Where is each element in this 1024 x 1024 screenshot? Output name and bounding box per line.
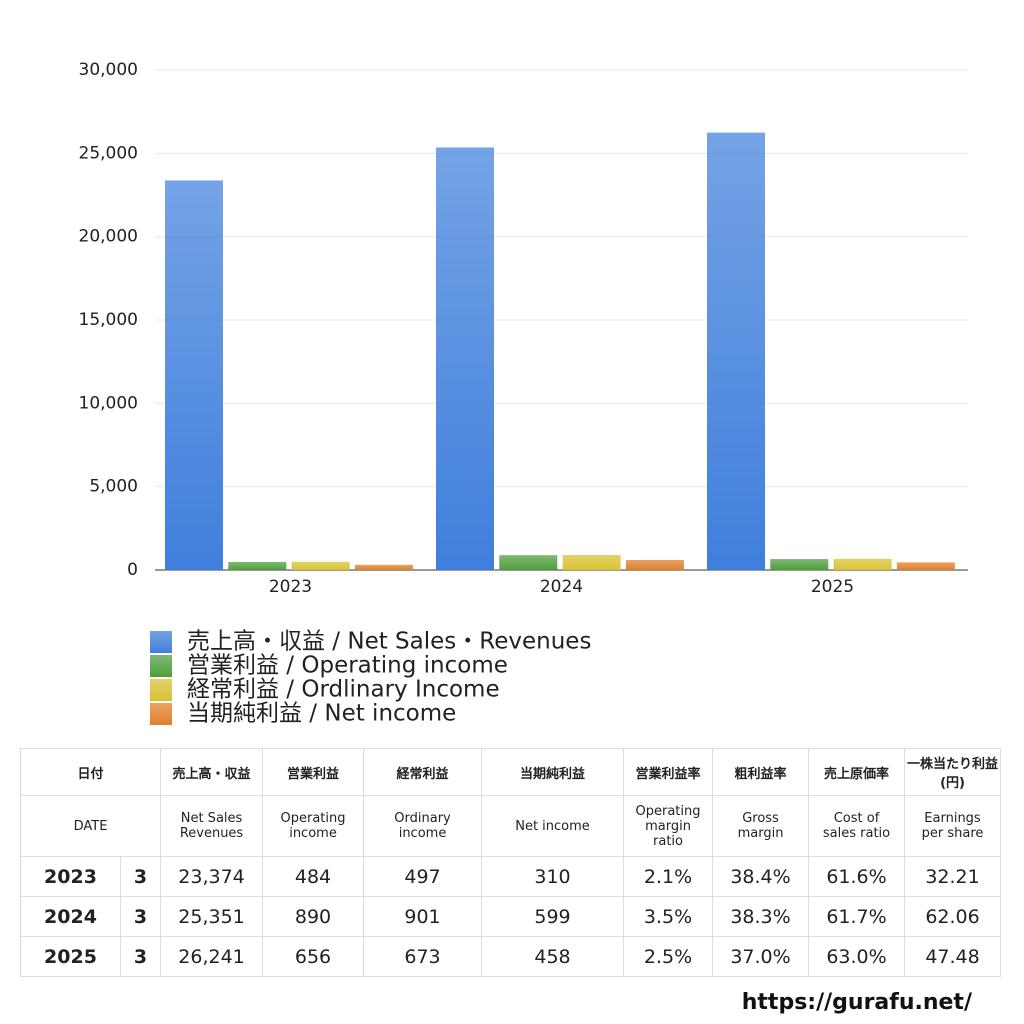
table-cell: Net income — [481, 795, 625, 857]
table-cell: 2025 — [20, 936, 121, 977]
table-cell: 2024 — [20, 896, 121, 937]
table-cell: 47.48 — [904, 936, 1002, 977]
table-cell: 一株当たり利益 (円) — [904, 748, 1002, 796]
table-cell: 890 — [262, 896, 365, 937]
y-tick-label: 25,000 — [79, 143, 138, 163]
table-cell: 38.3% — [712, 896, 810, 937]
table-row: 2023 3 23,374 484 497 310 2.1% 38.4% 61.6% 32.21 — [20, 856, 1002, 897]
chart: 0 5,000 10,000 15,000 20,000 25,000 30,000 2023… — [79, 60, 968, 727]
table-cell: 粗利益率 — [712, 748, 810, 796]
table-cell: 673 — [363, 936, 483, 977]
table-cell: 61.6% — [808, 856, 906, 897]
y-tick-label: 15,000 — [79, 310, 138, 330]
table-cell: Cost of sales ratio — [808, 795, 906, 857]
table-cell: 23,374 — [160, 856, 264, 897]
table-cell: Earnings per share — [904, 795, 1002, 857]
table-cell: Operating margin ratio — [623, 795, 714, 857]
y-tick-label: 20,000 — [79, 227, 138, 247]
footer-url: https://gurafu.net/ — [741, 990, 972, 1015]
bar — [562, 554, 621, 570]
table-cell: 484 — [262, 856, 365, 897]
x-tick-label: 2023 — [269, 577, 312, 597]
legend-label: 当期純利益 / Net income — [187, 701, 456, 727]
table-cell: DATE — [19, 795, 162, 857]
table-cell: 3 — [119, 856, 162, 897]
bar — [499, 555, 558, 570]
bar — [770, 559, 829, 570]
table-cell: 2.1% — [623, 856, 714, 897]
legend-label: 営業利益 / Operating income — [187, 653, 508, 679]
table-cell: 901 — [363, 896, 483, 937]
table-cell: 経常利益 — [363, 748, 483, 796]
table-cell: 32.21 — [904, 856, 1002, 897]
legend-swatch — [150, 631, 172, 653]
table-cell: 656 — [262, 936, 365, 977]
table-row: 2025 3 26,241 656 673 458 2.5% 37.0% 63.0% 47.48 — [20, 936, 1002, 977]
legend-label: 売上高・収益 / Net Sales・Revenues — [187, 629, 591, 655]
legend-swatch — [150, 655, 172, 677]
table-cell: 458 — [481, 936, 625, 977]
table-cell: 日付 — [19, 748, 162, 796]
table-cell: 599 — [481, 896, 625, 937]
bar — [896, 562, 955, 570]
bar — [165, 180, 223, 570]
legend-swatch — [150, 679, 172, 701]
table-cell: 当期純利益 — [481, 748, 625, 796]
y-tick-label: 0 — [127, 560, 138, 580]
table-cell: Gross margin — [712, 795, 810, 857]
table-cell: 3 — [119, 936, 162, 977]
table-cell: 2.5% — [623, 936, 714, 977]
table-cell: 25,351 — [160, 896, 264, 937]
table-cell: Ordinary income — [363, 795, 483, 857]
table-row: 2024 3 25,351 890 901 599 3.5% 38.3% 61.7% 62.06 — [20, 896, 1002, 937]
table-cell: 310 — [481, 856, 625, 897]
bar — [228, 561, 287, 570]
table-cell: Net Sales Revenues — [160, 795, 264, 857]
table-cell: 売上高・収益 — [160, 748, 264, 796]
legend-label: 経常利益 / Ordlinary Income — [187, 677, 500, 703]
table-cell: 38.4% — [712, 856, 810, 897]
y-tick-label: 10,000 — [79, 393, 138, 413]
x-tick-label: 2025 — [811, 577, 854, 597]
legend-swatch — [150, 703, 172, 725]
table-cell: 3.5% — [623, 896, 714, 937]
table-row: 日付 売上高・収益 営業利益 経常利益 当期純利益 営業利益率 粗利益率 売上原価率 一株当たり… — [19, 748, 1002, 796]
y-tick-label: 5,000 — [89, 477, 138, 497]
bar — [833, 558, 892, 570]
x-tick-label: 2024 — [540, 577, 583, 597]
table-cell: 2023 — [20, 856, 121, 897]
y-tick-label: 30,000 — [79, 60, 138, 80]
table-cell: 497 — [363, 856, 483, 897]
data-table: 日付 売上高・収益 営業利益 経常利益 当期純利益 営業利益率 粗利益率 売上原価率 一株当たり… — [19, 748, 1002, 977]
bar — [707, 132, 765, 570]
table-cell: 62.06 — [904, 896, 1002, 937]
table-row: DATE Net Sales Revenues Operating income Or… — [19, 795, 1002, 857]
table-cell: 26,241 — [160, 936, 264, 977]
table-cell: 営業利益率 — [623, 748, 714, 796]
table-cell: 63.0% — [808, 936, 906, 977]
bar — [354, 564, 413, 570]
table-cell: 37.0% — [712, 936, 810, 977]
bar — [291, 561, 350, 570]
table-cell: 営業利益 — [262, 748, 365, 796]
table-cell: 61.7% — [808, 896, 906, 937]
table-cell: 3 — [119, 896, 162, 937]
bar — [436, 147, 494, 570]
bar — [625, 560, 684, 570]
table-cell: 売上原価率 — [808, 748, 906, 796]
table-cell: Operating income — [262, 795, 365, 857]
